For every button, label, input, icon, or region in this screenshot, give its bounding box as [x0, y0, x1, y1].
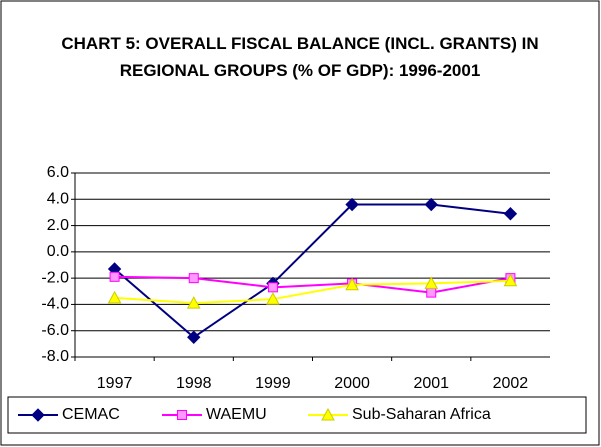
- marker: [345, 277, 359, 291]
- y-tick-label: -8.0: [41, 348, 69, 365]
- x-tick-label: 2000: [334, 375, 370, 392]
- marker: [177, 410, 187, 420]
- marker: [187, 330, 201, 344]
- marker: [321, 407, 335, 421]
- chart-title: CHART 5: OVERALL FISCAL BALANCE (INCL. G…: [61, 34, 539, 80]
- series-line: [114, 275, 511, 294]
- marker: [31, 408, 45, 422]
- marker: [424, 197, 438, 212]
- marker: [107, 290, 122, 304]
- y-tick-label: 0.0: [47, 243, 69, 260]
- x-tick-label: 2002: [493, 375, 529, 392]
- legend-label: CEMAC: [62, 406, 120, 423]
- marker: [503, 207, 518, 221]
- marker: [426, 287, 437, 298]
- x-tick-label: 1998: [176, 375, 212, 392]
- y-tick-label: 2.0: [47, 217, 69, 234]
- marker: [503, 273, 518, 287]
- marker: [424, 276, 439, 289]
- series-line: [114, 279, 511, 305]
- marker: [266, 292, 280, 305]
- x-tick-label: 2001: [413, 375, 449, 392]
- series-line: [113, 203, 511, 339]
- y-tick-label: 6.0: [47, 164, 69, 181]
- marker: [345, 197, 359, 212]
- y-tick-label: -6.0: [41, 322, 69, 339]
- legend-box: [7, 396, 587, 434]
- marker: [186, 296, 201, 309]
- x-tick-label: 1999: [255, 375, 291, 392]
- x-tick-label: 1997: [97, 375, 133, 392]
- y-tick-label: 4.0: [47, 191, 69, 208]
- legend-label: WAEMU: [206, 406, 267, 423]
- y-tick-label: -2.0: [41, 269, 69, 286]
- marker: [267, 282, 278, 293]
- legend-label: Sub-Saharan Africa: [352, 406, 491, 423]
- y-tick-label: -4.0: [41, 296, 69, 313]
- marker: [109, 271, 120, 282]
- marker: [188, 273, 199, 284]
